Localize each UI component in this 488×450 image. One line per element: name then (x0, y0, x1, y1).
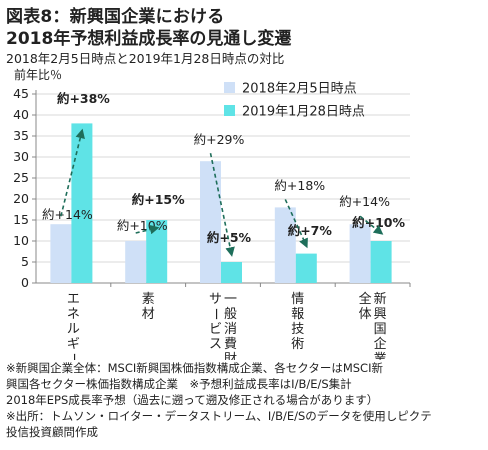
data-label-2019-jan: 約+7% (288, 223, 333, 238)
footnote-line: 興国各セクター株価指数構成企業 ※予想利益成長率はI/B/E/S集計 (6, 377, 352, 391)
chart-title-line1: 図表8：新興国企業における (6, 7, 225, 27)
x-category-label-char: サ (209, 292, 222, 307)
trend-arrow (359, 215, 384, 235)
y-tick-label: 20 (13, 191, 29, 206)
y-tick-label: 35 (13, 128, 29, 143)
legend-swatch-2019-jan (224, 105, 235, 116)
bar-2018-feb (349, 224, 371, 283)
x-category-label-char: 費 (224, 337, 237, 352)
x-category-label-char: 報 (291, 307, 304, 322)
x-category-label-char: ス (209, 337, 222, 352)
legend-label-2019-jan: 2019年1月28日時点 (242, 105, 365, 120)
footnote-line: ※出所：トムソン・ロイター・データストリーム、I/B/E/Sのデータを使用しピク… (6, 409, 432, 423)
bar-2019-jan (221, 262, 242, 283)
y-tick-label: 0 (21, 275, 29, 290)
x-category-label-char: 全 (359, 291, 372, 307)
x-category-label-char: 財 (224, 352, 237, 360)
x-category-label-char: ー (208, 307, 223, 320)
bar-2019-jan (295, 253, 317, 283)
x-category-label-char: 新 (374, 291, 387, 307)
trend-arrow (209, 153, 235, 257)
x-category-label-char: ギ (67, 337, 80, 352)
y-tick-label: 10 (13, 233, 29, 248)
legend-label-2018-feb: 2018年2月5日時点 (242, 82, 357, 97)
data-label-2018-feb: 約+18% (274, 178, 325, 193)
bar-2019-jan (146, 220, 168, 283)
data-label-2019-jan: 約+5% (207, 230, 252, 245)
data-label-2019-jan: 約+38% (57, 91, 110, 106)
bar-2018-feb (50, 224, 72, 283)
y-tick-label: 30 (13, 149, 29, 164)
data-label-2018-feb: 約+29% (194, 132, 245, 147)
footnote-line: ※新興国企業全体：MSCI新興国株価指数構成企業、各セクターはMSCI新 (6, 361, 383, 375)
footnote-line: 投信投資顧問作成 (6, 425, 98, 439)
chart-title-line2: 2018年予想利益成長率の見通し変遷 (6, 29, 292, 49)
trend-arrow (135, 224, 160, 235)
chart-subtitle: 2018年2月5日時点と2019年1月28日時点の対比 (6, 51, 285, 66)
bar-2019-jan (71, 123, 93, 284)
x-category-label-char: 業 (374, 351, 387, 360)
x-category-label-char: 一 (224, 292, 237, 307)
bar-2018-feb (125, 241, 147, 283)
data-label-2018-feb: 約+10% (117, 218, 168, 233)
y-tick-label: 45 (13, 86, 29, 101)
bar-chart: 051015202530354045エネルギー素材一般消費財サービス情報技術新興… (13, 82, 411, 360)
y-tick-label: 40 (13, 107, 29, 122)
x-category-label-char: 消 (224, 322, 237, 337)
legend-swatch-2018-feb (224, 82, 235, 93)
footnotes: ※新興国企業全体：MSCI新興国株価指数構成企業、各セクターはMSCI新 興国各… (6, 360, 484, 440)
x-category-label-char: 材 (142, 307, 155, 322)
x-category-label-char: 興 (374, 307, 387, 322)
x-category-label-char: 企 (374, 336, 387, 352)
x-category-label-char: 術 (291, 337, 304, 352)
x-category-label-char: 技 (291, 322, 304, 337)
y-axis-unit-label: 前年比％ (14, 68, 63, 82)
x-category-label-char: 素 (142, 292, 155, 307)
x-category-label-char: 国 (374, 322, 387, 337)
x-category-label-char: 体 (359, 307, 372, 322)
bar-2018-feb (200, 161, 221, 283)
y-tick-label: 25 (13, 170, 29, 185)
data-label-2019-jan: 約+15% (132, 192, 185, 207)
footnote-line: 2018年EPS成長率予想（過去に遡って遡及修正される場合があります） (6, 393, 379, 407)
y-tick-label: 15 (13, 212, 29, 227)
data-label-2018-feb: 約+14% (339, 194, 390, 209)
y-tick-label: 5 (21, 254, 29, 269)
x-category-label-char: ー (65, 352, 80, 360)
x-category-label-char: ビ (209, 322, 222, 337)
bar-2018-feb (274, 207, 296, 283)
x-category-label-char: ネ (67, 307, 80, 322)
x-category-label-char: 般 (224, 306, 237, 322)
data-label-2019-jan: 約+10% (352, 215, 405, 230)
bar-2019-jan (370, 241, 392, 283)
x-category-label-char: 情 (291, 292, 304, 307)
x-category-label-char: ル (67, 322, 80, 337)
data-label-2018-feb: 約+14% (42, 207, 93, 222)
trend-arrow (60, 128, 85, 217)
x-category-label-char: エ (67, 292, 80, 307)
trend-arrow (284, 199, 308, 249)
